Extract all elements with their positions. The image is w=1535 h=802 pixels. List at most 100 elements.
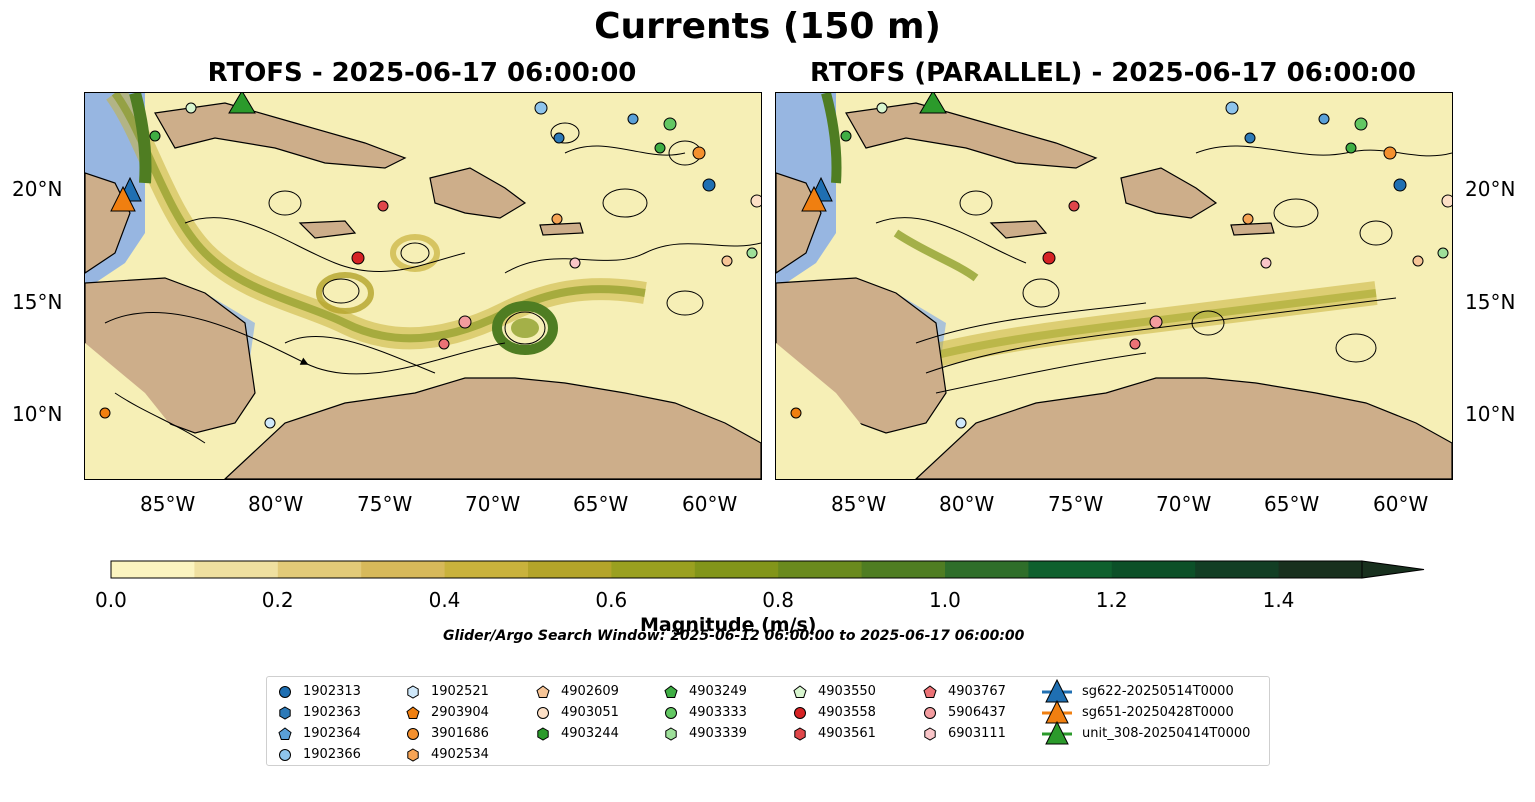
legend-column: 4903249 4903333 4903339: [663, 681, 747, 744]
circle-marker-icon: [924, 706, 936, 719]
pentagon-marker-icon: [406, 705, 420, 719]
legend-column: 1902521 2903904 3901686 4902534: [405, 681, 489, 765]
float-marker: [1129, 338, 1141, 350]
pentagon-marker-icon: [536, 684, 550, 698]
float-marker: [534, 101, 548, 115]
circle-marker-icon: [279, 748, 291, 761]
legend-item-label: 1902313: [303, 684, 361, 699]
legend-item-label: 4903249: [689, 684, 747, 699]
left-map-graphic: [85, 93, 761, 479]
float-marker: [692, 146, 706, 160]
hexagon-marker-icon: [794, 726, 806, 741]
land-puerto-rico: [1230, 222, 1275, 236]
float-marker: [1437, 247, 1449, 259]
legend-item: 2903904: [405, 702, 489, 723]
colorbar-segment: [1195, 561, 1280, 578]
hexagon-marker-icon: [924, 726, 936, 741]
float-marker: [1412, 255, 1424, 267]
legend-item-label: 4903550: [818, 684, 876, 699]
hexagon-marker-icon: [279, 705, 291, 720]
legend-item: 3901686: [405, 723, 489, 744]
colorbar-tick-label: 0.4: [428, 588, 461, 612]
legend-item: 1902366: [277, 744, 361, 765]
lat-tick-label: 10°N: [1465, 402, 1516, 426]
float-marker: [840, 130, 852, 142]
legend-item: 1902313: [277, 681, 361, 702]
lon-tick-label: 85°W: [831, 492, 887, 516]
legend-item-label: 4902609: [561, 684, 619, 699]
lat-tick-label: 10°N: [12, 402, 63, 426]
lon-tick-label: 60°W: [1373, 492, 1429, 516]
colorbar-tick-label: 1.4: [1262, 588, 1295, 612]
float-marker: [663, 117, 677, 131]
float-marker: [955, 417, 967, 429]
land-jamaica: [298, 220, 357, 239]
legend-item: 4903561: [792, 723, 876, 744]
colorbar-segment: [611, 561, 696, 578]
float-marker: [790, 407, 802, 419]
legend-item: 1902521: [405, 681, 489, 702]
lon-tick-label: 75°W: [1048, 492, 1104, 516]
colorbar-extension: [1361, 560, 1425, 579]
circle-marker-icon: [279, 685, 291, 698]
legend-column: 4902609 4903051 4903244: [535, 681, 619, 744]
legend-item-label: 4902534: [431, 747, 489, 762]
colorbar-segment: [361, 561, 446, 578]
streamlines: [104, 122, 761, 444]
float-marker: [1318, 113, 1330, 125]
legend-item-label: 4903339: [689, 726, 747, 741]
legend-item: 5906437: [922, 702, 1006, 723]
legend-item-label: 5906437: [948, 705, 1006, 720]
triangle-marker-icon: [1042, 720, 1072, 744]
land-hispaniola: [1120, 167, 1218, 219]
legend-column: sg622-20250514T0000 sg651-20250428T0000 un…: [1042, 678, 1251, 744]
legend-item-label: 1902364: [303, 726, 361, 741]
legend-item-label: 1902363: [303, 705, 361, 720]
colorbar-tick-label: 0.8: [762, 588, 794, 612]
colorbar-segment: [194, 561, 279, 578]
float-marker: [721, 255, 733, 267]
pentagon-marker-icon: [664, 684, 678, 698]
legend-item: 4903333: [663, 702, 747, 723]
float-marker: [750, 194, 761, 208]
glider-marker: [919, 93, 947, 114]
land-cuba: [845, 102, 1098, 169]
legend-item: 4902534: [405, 744, 489, 765]
colorbar-segment: [444, 561, 529, 578]
legend-item: 4903244: [535, 723, 619, 744]
legend-item: 6903111: [922, 723, 1006, 744]
float-marker: [264, 417, 276, 429]
legend-item: sg622-20250514T0000: [1042, 678, 1250, 702]
float-marker: [876, 102, 888, 114]
legend-item-label: 4903561: [818, 726, 876, 741]
glider-marker: [801, 185, 827, 212]
figure-title: Currents (150 m): [594, 6, 941, 47]
legend-item-label: 6903111: [948, 726, 1006, 741]
lon-tick-label: 70°W: [465, 492, 521, 516]
float-marker: [1260, 257, 1272, 269]
lon-tick-label: 85°W: [140, 492, 196, 516]
circle-marker-icon: [407, 727, 419, 740]
land-hispaniola: [429, 167, 527, 219]
colorbar-tick-label: 0.0: [95, 588, 127, 612]
current-band-yucatan: [821, 93, 842, 184]
legend-item-label: 1902521: [431, 684, 489, 699]
float-marker: [1242, 213, 1254, 225]
float-marker: [351, 251, 365, 265]
colorbar-segments: [111, 561, 1363, 578]
float-marker: [99, 407, 111, 419]
legend-item: 1902364: [277, 723, 361, 744]
legend-item: 4903339: [663, 723, 747, 744]
pentagon-marker-icon: [923, 684, 937, 698]
legend-item-label: sg651-20250428T0000: [1082, 705, 1234, 720]
legend-item-label: 1902366: [303, 747, 361, 762]
float-marker: [551, 213, 563, 225]
legend-item-label: 4903767: [948, 684, 1006, 699]
colorbar-segment: [1278, 561, 1363, 578]
lon-tick-label: 65°W: [1264, 492, 1320, 516]
float-marker: [1244, 132, 1256, 144]
land-south-america: [224, 377, 761, 479]
right-map-panel: [775, 92, 1453, 480]
legend-item-label: unit_308-20250414T0000: [1082, 726, 1251, 741]
colorbar-segment: [1028, 561, 1113, 578]
